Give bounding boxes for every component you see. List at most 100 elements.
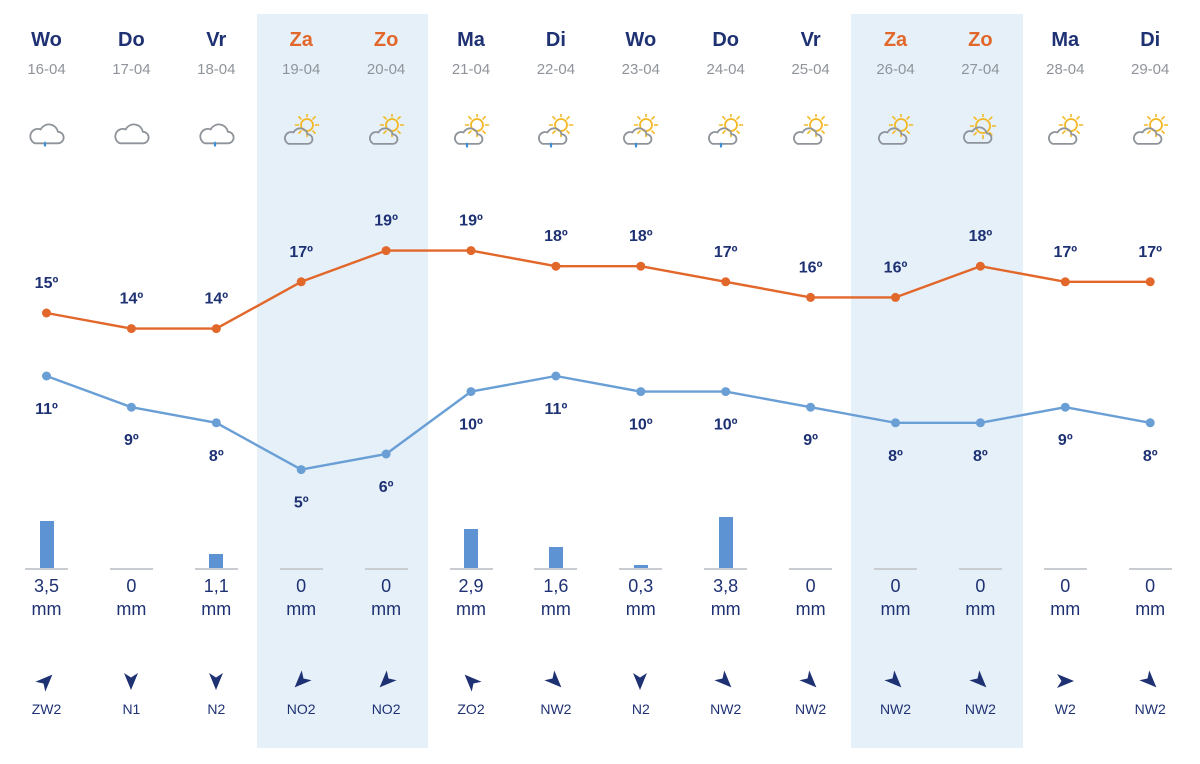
precip-baseline bbox=[449, 568, 493, 570]
precip-amount: 0 bbox=[126, 576, 137, 596]
min-temp-label: 11º bbox=[545, 401, 568, 418]
max-temp-label: 17º bbox=[714, 244, 738, 261]
temp-point bbox=[126, 402, 136, 412]
precip-baseline bbox=[874, 568, 917, 570]
arrow-southeast-icon bbox=[799, 670, 821, 692]
precip-baseline bbox=[704, 568, 748, 570]
day-column: Zo 20-04 0 mm NO2 bbox=[344, 0, 429, 764]
day-column: Vr 18-04 1,1 mm N2 bbox=[174, 0, 259, 764]
temp-point bbox=[381, 246, 391, 256]
precip-amount: 0 bbox=[975, 576, 986, 596]
wind-label: ZW2 bbox=[31, 701, 62, 717]
max-temp-label: 17º bbox=[289, 244, 313, 261]
precip-amount: 0 bbox=[805, 576, 816, 596]
precip-amount: 1,1 bbox=[203, 576, 229, 596]
max-temp-line bbox=[46, 249, 1151, 330]
wind-label: NW2 bbox=[795, 701, 827, 717]
temp-point bbox=[975, 261, 985, 271]
max-temp-label: 17º bbox=[1053, 244, 1077, 261]
precip-baseline bbox=[1043, 568, 1087, 570]
arrow-southwest-icon bbox=[375, 670, 397, 692]
cloud-sun-icon bbox=[790, 112, 830, 150]
precip-unit: mm bbox=[1135, 599, 1166, 619]
min-temp-label: 11º bbox=[35, 401, 58, 418]
temp-point bbox=[1145, 418, 1155, 428]
day-date: 27-04 bbox=[961, 61, 1000, 78]
temp-point bbox=[721, 387, 731, 397]
min-temp-label: 5º bbox=[294, 495, 309, 512]
precip-amount: 3,8 bbox=[713, 576, 739, 596]
day-name: Zo bbox=[373, 29, 399, 51]
precip-amount: 3,5 bbox=[33, 576, 60, 596]
cloud-sun-icon bbox=[875, 112, 915, 150]
day-column: Za 26-04 0 mm NW2 bbox=[853, 0, 938, 764]
temp-point bbox=[1060, 402, 1070, 412]
precip-unit: mm bbox=[286, 599, 317, 619]
cloud-rain-icon bbox=[26, 114, 66, 150]
precip-baseline bbox=[534, 568, 578, 570]
cloud-sun-icon bbox=[281, 112, 321, 150]
temp-point bbox=[466, 246, 476, 256]
cloud-rain-icon bbox=[196, 114, 236, 150]
precip-unit: mm bbox=[540, 599, 571, 619]
precip-bar bbox=[464, 529, 478, 569]
min-temp-label: 10º bbox=[459, 417, 483, 434]
precip-baseline bbox=[279, 568, 323, 570]
temp-point bbox=[551, 371, 561, 381]
day-name: Do bbox=[712, 29, 740, 51]
temp-point bbox=[636, 387, 646, 397]
wind-label: NW2 bbox=[1134, 701, 1166, 717]
precip-unit: mm bbox=[795, 599, 826, 619]
cloud-icon bbox=[111, 114, 151, 150]
arrow-southeast-icon bbox=[884, 670, 906, 692]
min-temp-label: 6º bbox=[379, 479, 394, 496]
day-name: Za bbox=[289, 29, 313, 51]
min-temp-label: 9º bbox=[803, 432, 818, 449]
wind-label: NW2 bbox=[879, 701, 912, 717]
day-date: 29-04 bbox=[1131, 61, 1170, 78]
wind-label: NW2 bbox=[710, 701, 742, 717]
arrow-south-icon bbox=[120, 670, 142, 692]
precip-unit: mm bbox=[31, 599, 62, 619]
day-date: 23-04 bbox=[621, 61, 660, 78]
day-column: Di 22-04 1,6 mm NW2 bbox=[513, 0, 598, 764]
precip-baseline bbox=[109, 568, 153, 570]
day-name: Ma bbox=[1051, 29, 1080, 51]
precip-baseline bbox=[958, 568, 1002, 570]
precip-unit: mm bbox=[116, 599, 147, 619]
min-temp-label: 8º bbox=[888, 448, 903, 465]
day-name: Za bbox=[883, 29, 908, 51]
min-temp-label: 8º bbox=[1143, 448, 1158, 465]
arrow-southeast-icon bbox=[544, 670, 566, 692]
precip-bar bbox=[548, 547, 563, 569]
day-date: 26-04 bbox=[876, 61, 915, 78]
arrow-southwest-icon bbox=[290, 670, 312, 692]
precip-amount: 0 bbox=[1060, 576, 1071, 596]
day-name: Di bbox=[1140, 29, 1161, 51]
temp-point bbox=[636, 261, 646, 271]
cloud-sun-icon bbox=[366, 112, 406, 150]
day-column: Ma 21-04 2,9 mm ZO2 bbox=[429, 0, 514, 764]
day-name: Vr bbox=[800, 29, 821, 51]
day-name: Wo bbox=[31, 29, 62, 51]
precip-bar-area bbox=[513, 505, 598, 569]
precip-baseline bbox=[789, 568, 833, 570]
wind-label: ZO2 bbox=[457, 701, 485, 717]
precip-bar bbox=[718, 517, 733, 569]
temp-point bbox=[42, 308, 51, 318]
arrow-east-icon bbox=[1054, 670, 1076, 692]
arrow-southeast-icon bbox=[1139, 670, 1161, 692]
max-temp-label: 15º bbox=[35, 275, 59, 292]
day-date: 24-04 bbox=[706, 61, 745, 78]
cloud-sun-rain-icon bbox=[535, 112, 575, 150]
precip-bar-area bbox=[683, 505, 768, 569]
max-temp-label: 17º bbox=[1138, 244, 1162, 261]
precip-amount: 0 bbox=[1145, 576, 1156, 596]
precip-bar bbox=[633, 565, 648, 569]
max-temp-label: 19º bbox=[374, 213, 398, 230]
sun-cloud-icon bbox=[960, 112, 1000, 150]
precip-baseline bbox=[1128, 568, 1172, 570]
precip-amount: 1,6 bbox=[543, 576, 569, 596]
max-temp-label: 18º bbox=[629, 228, 653, 245]
